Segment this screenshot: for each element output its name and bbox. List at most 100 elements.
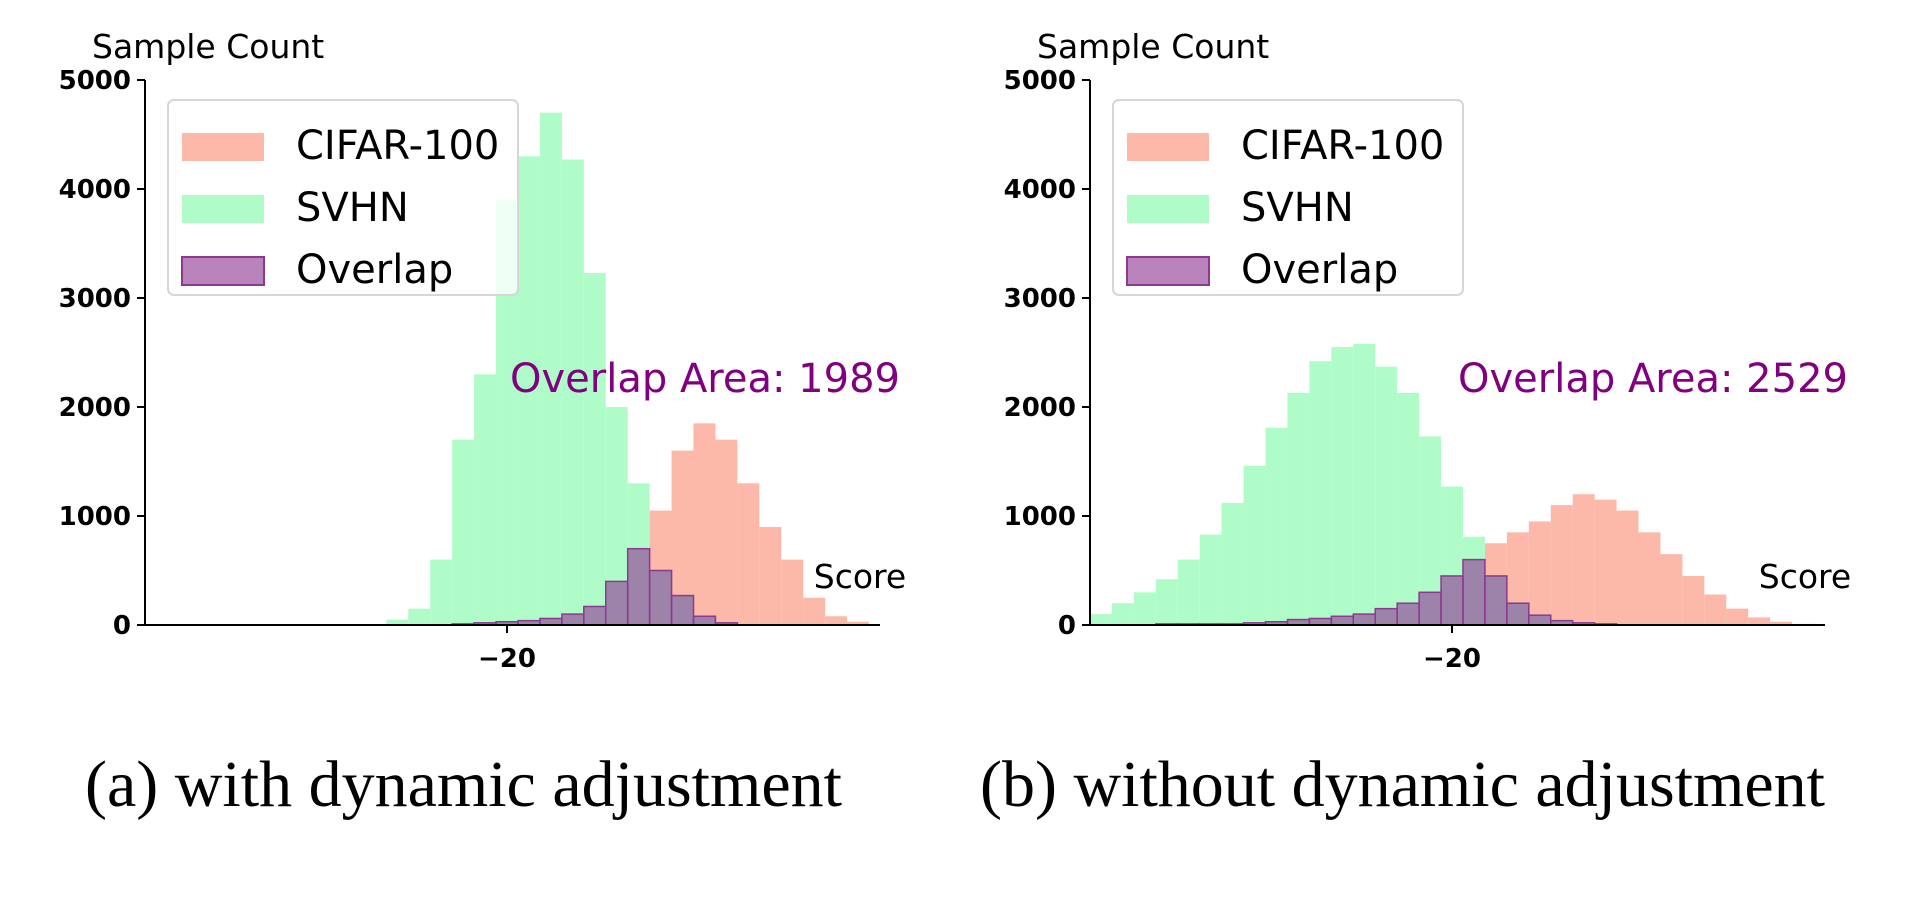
y-tick-label: 2000 bbox=[59, 393, 131, 423]
overlap-bar bbox=[1506, 602, 1530, 626]
legend-swatch-cifar bbox=[1127, 133, 1209, 161]
svhn-bar bbox=[1419, 436, 1442, 625]
overlap-bar bbox=[670, 594, 695, 626]
y-axis-label: Sample Count bbox=[92, 27, 324, 66]
caption-a: (a) with dynamic adjustment bbox=[85, 748, 842, 821]
overlap-bar bbox=[1528, 614, 1552, 626]
y-tick-label: 0 bbox=[113, 611, 131, 641]
cifar-bar bbox=[1748, 617, 1771, 625]
cifar-bar bbox=[1594, 499, 1617, 625]
overlap-bar bbox=[1396, 602, 1420, 626]
cifar-bar bbox=[1660, 554, 1683, 625]
cifar-bar bbox=[847, 621, 870, 625]
cifar-bar bbox=[1770, 621, 1793, 625]
svhn-bar bbox=[517, 156, 540, 626]
y-tick-label: 0 bbox=[1058, 611, 1076, 641]
svhn-bar bbox=[1397, 392, 1420, 625]
x-tick-label: −20 bbox=[1423, 644, 1481, 674]
svhn-bar bbox=[561, 159, 584, 625]
histogram-panel-a: 0 1000 2000 3000 4000 5000 −20 Sample Count Scor… bbox=[59, 27, 907, 674]
svhn-bar bbox=[1287, 392, 1310, 625]
overlap-bar bbox=[626, 547, 651, 626]
legend-label: Overlap bbox=[296, 247, 453, 293]
y-tick-label: 4000 bbox=[1004, 175, 1076, 205]
svhn-bar bbox=[1265, 427, 1288, 625]
legend-label: SVHN bbox=[1241, 185, 1354, 231]
y-tick-label: 1000 bbox=[59, 502, 131, 532]
legend: CIFAR-100 SVHN Overlap bbox=[167, 99, 519, 296]
cifar-bar bbox=[781, 559, 804, 625]
y-tick-label: 4000 bbox=[59, 175, 131, 205]
cifar-bar bbox=[1550, 505, 1573, 625]
cifar-bar bbox=[1506, 532, 1529, 625]
svhn-bar bbox=[1090, 614, 1112, 625]
overlap-bar bbox=[561, 613, 585, 626]
overlap-annotation: Overlap Area: 2529 bbox=[1458, 356, 1848, 402]
svhn-bar bbox=[386, 619, 409, 625]
legend-swatch-overlap bbox=[1126, 256, 1210, 286]
x-axis-label: Score bbox=[1759, 557, 1851, 596]
cifar-bar bbox=[693, 423, 716, 625]
svhn-bar bbox=[1177, 559, 1200, 625]
histogram-panel-b: 0 1000 2000 3000 4000 5000 −20 Sample Count Scor… bbox=[1004, 27, 1852, 674]
overlap-bar bbox=[604, 580, 629, 626]
svhn-bar bbox=[539, 112, 562, 625]
overlap-bar bbox=[583, 605, 607, 626]
y-tick-label: 5000 bbox=[59, 66, 131, 96]
svhn-bar bbox=[1111, 603, 1134, 625]
cifar-bar bbox=[1528, 521, 1551, 625]
cifar-bar bbox=[715, 439, 738, 625]
svhn-bar bbox=[452, 439, 475, 625]
cifar-bar bbox=[825, 616, 848, 625]
y-tick-label: 3000 bbox=[59, 284, 131, 314]
overlap-bar bbox=[692, 615, 717, 626]
legend-swatch-svhn bbox=[182, 195, 264, 223]
svhn-bar bbox=[583, 272, 606, 625]
svhn-bars bbox=[1090, 343, 1617, 625]
overlap-bar bbox=[1352, 613, 1376, 626]
y-tick-label: 1000 bbox=[1004, 502, 1076, 532]
legend: CIFAR-100 SVHN Overlap bbox=[1112, 99, 1464, 296]
cifar-bar bbox=[1682, 575, 1705, 625]
cifar-bar bbox=[759, 526, 782, 625]
overlap-annotation: Overlap Area: 1989 bbox=[510, 356, 900, 402]
svhn-bar bbox=[1375, 366, 1398, 625]
svhn-bar bbox=[496, 199, 518, 625]
legend-label: Overlap bbox=[1241, 247, 1398, 293]
cifar-bar bbox=[1616, 510, 1639, 625]
cifar-bar bbox=[1638, 532, 1661, 625]
y-tick-label: 2000 bbox=[1004, 393, 1076, 423]
cifar-bar bbox=[671, 450, 694, 625]
y-tick-label: 5000 bbox=[1004, 66, 1076, 96]
svhn-bar bbox=[605, 407, 628, 625]
x-tick-label: −20 bbox=[478, 644, 536, 674]
overlap-bar bbox=[1440, 575, 1464, 626]
cifar-bar bbox=[1704, 594, 1727, 625]
legend-label: CIFAR-100 bbox=[1241, 123, 1444, 169]
legend-label: CIFAR-100 bbox=[296, 123, 499, 169]
svhn-bars bbox=[386, 112, 738, 626]
svhn-bar bbox=[1353, 343, 1376, 625]
overlap-bars bbox=[451, 547, 739, 626]
overlap-bar bbox=[1418, 591, 1442, 626]
cifar-bar bbox=[1572, 494, 1595, 625]
svhn-bar bbox=[1331, 347, 1354, 625]
svhn-bar bbox=[1309, 361, 1332, 625]
legend-swatch-overlap bbox=[181, 256, 265, 286]
y-tick-label: 3000 bbox=[1004, 284, 1076, 314]
svhn-bar bbox=[430, 559, 453, 625]
y-axis-label: Sample Count bbox=[1037, 27, 1269, 66]
cifar-bar bbox=[737, 483, 760, 625]
overlap-bar bbox=[648, 569, 673, 626]
legend-swatch-cifar bbox=[182, 133, 264, 161]
cifar-bar bbox=[803, 597, 826, 625]
x-axis-label: Score bbox=[814, 557, 906, 596]
svhn-bar bbox=[1243, 465, 1266, 625]
overlap-bar bbox=[1330, 615, 1355, 626]
svhn-bar bbox=[474, 374, 497, 625]
overlap-bar bbox=[1462, 558, 1486, 626]
svhn-bar bbox=[1199, 534, 1222, 625]
legend-label: SVHN bbox=[296, 185, 409, 231]
caption-b: (b) without dynamic adjustment bbox=[980, 748, 1826, 821]
